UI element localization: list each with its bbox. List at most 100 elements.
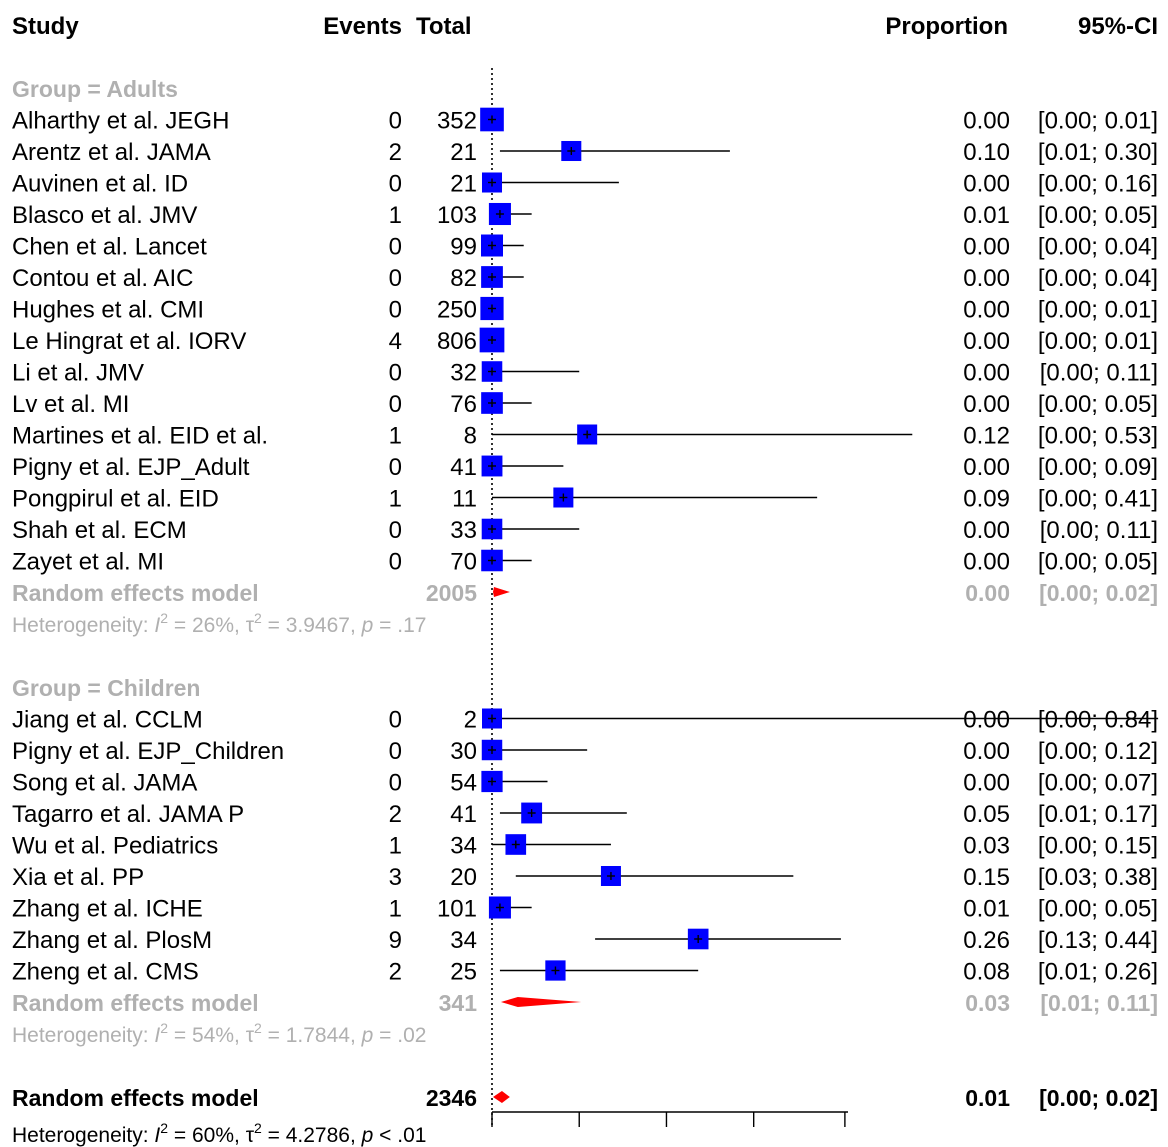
study-events: 0 [389, 770, 402, 797]
study-name: Lv et al. MI [12, 391, 129, 418]
study-name: Hughes et al. CMI [12, 297, 204, 324]
heterogeneity-text: Heterogeneity: I2 = 26%, τ2 = 3.9467, p … [12, 610, 426, 637]
group-label: Group = Adults [12, 76, 178, 102]
study-name: Le Hingrat et al. IORV [12, 328, 246, 355]
subgroup-summary-label: Random effects model [12, 580, 259, 606]
study-proportion: 0.00 [963, 517, 1010, 544]
subgroup-summary-label: Random effects model [12, 990, 259, 1016]
study-proportion: 0.00 [963, 328, 1010, 355]
study-proportion: 0.05 [963, 801, 1010, 828]
study-ci: [0.00; 0.11] [1040, 517, 1158, 544]
study-events: 0 [389, 738, 402, 765]
study-name: Zheng et al. CMS [12, 959, 199, 986]
study-total: 11 [452, 486, 477, 513]
study-total: 21 [450, 139, 477, 166]
study-name: Jiang et al. CCLM [12, 707, 203, 734]
study-ci: [0.00; 0.05] [1038, 549, 1158, 576]
study-proportion: 0.01 [963, 896, 1010, 923]
overall-summary-total: 2346 [426, 1085, 477, 1111]
heterogeneity-tau-value: = 1.7844, [262, 1024, 362, 1047]
study-events: 0 [389, 108, 402, 135]
study-events: 0 [389, 707, 402, 734]
study-events: 2 [389, 801, 402, 828]
study-ci: [0.01; 0.30] [1038, 139, 1158, 166]
study-ci: [0.00; 0.05] [1038, 391, 1158, 418]
study-ci: [0.03; 0.38] [1038, 864, 1158, 891]
study-events: 0 [389, 360, 402, 387]
heterogeneity-tau-value: = 3.9467, [262, 614, 362, 637]
events-column-header: Events [323, 13, 402, 40]
study-proportion: 0.00 [963, 265, 1010, 292]
study-name: Pigny et al. EJP_Adult [12, 454, 250, 481]
study-proportion: 0.26 [963, 927, 1010, 954]
study-events: 4 [389, 328, 402, 355]
study-ci: [0.00; 0.12] [1038, 738, 1158, 765]
ci-column-header: 95%-CI [1078, 13, 1158, 40]
study-proportion: 0.12 [963, 423, 1010, 450]
study-total: 34 [450, 927, 477, 954]
study-proportion: 0.00 [963, 549, 1010, 576]
heterogeneity-prefix: Heterogeneity: [12, 1124, 154, 1147]
study-total: 30 [450, 738, 477, 765]
study-events: 0 [389, 171, 402, 198]
study-total: 82 [450, 265, 477, 292]
study-proportion: 0.00 [963, 770, 1010, 797]
heterogeneity-i2-value: = 54%, [168, 1024, 246, 1047]
study-ci: [0.00; 0.01] [1038, 328, 1158, 355]
study-ci: [0.00; 0.53] [1038, 423, 1158, 450]
study-name: Martines et al. EID et al. [12, 423, 268, 450]
study-name: Song et al. JAMA [12, 770, 197, 797]
study-events: 0 [389, 517, 402, 544]
study-proportion: 0.10 [963, 139, 1010, 166]
overall-summary-proportion: 0.01 [965, 1085, 1010, 1111]
subgroup-summary-proportion: 0.03 [965, 990, 1010, 1016]
heterogeneity-p: p [361, 614, 374, 637]
study-ci: [0.01; 0.26] [1038, 959, 1158, 986]
heterogeneity-text: Heterogeneity: I2 = 54%, τ2 = 1.7844, p … [12, 1020, 426, 1047]
study-events: 0 [389, 454, 402, 481]
study-total: 103 [437, 202, 477, 229]
study-ci: [0.00; 0.09] [1038, 454, 1158, 481]
study-proportion: 0.00 [963, 171, 1010, 198]
study-events: 2 [389, 139, 402, 166]
study-events: 1 [389, 486, 402, 513]
study-ci: [0.00; 0.05] [1038, 202, 1158, 229]
study-proportion: 0.00 [963, 234, 1010, 261]
study-events: 2 [389, 959, 402, 986]
study-proportion: 0.00 [963, 454, 1010, 481]
proportion-column-header: Proportion [885, 13, 1008, 40]
heterogeneity-i2-value: = 26%, [168, 614, 246, 637]
study-name: Zhang et al. PlosM [12, 927, 212, 954]
study-events: 3 [389, 864, 402, 891]
study-events: 9 [389, 927, 402, 954]
study-total: 54 [450, 770, 477, 797]
study-events: 0 [389, 297, 402, 324]
heterogeneity-p: p [361, 1024, 374, 1047]
study-events: 1 [389, 202, 402, 229]
study-ci: [0.00; 0.84] [1038, 707, 1158, 734]
study-name: Zayet et al. MI [12, 549, 164, 576]
study-ci: [0.00; 0.07] [1038, 770, 1158, 797]
heterogeneity-tau: τ [246, 1124, 255, 1147]
superscript-two: 2 [160, 1020, 168, 1036]
heterogeneity-i2: I [154, 614, 160, 637]
study-proportion: 0.00 [963, 360, 1010, 387]
study-ci: [0.13; 0.44] [1038, 927, 1158, 954]
heterogeneity-text: Heterogeneity: I2 = 60%, τ2 = 4.2786, p … [12, 1120, 426, 1147]
study-name: Alharthy et al. JEGH [12, 108, 229, 135]
heterogeneity-prefix: Heterogeneity: [12, 1024, 154, 1047]
subgroup-summary-diamond [500, 997, 582, 1007]
study-ci: [0.00; 0.01] [1038, 297, 1158, 324]
subgroup-summary-proportion: 0.00 [965, 580, 1010, 606]
superscript-two: 2 [160, 1120, 168, 1136]
heterogeneity-i2: I [154, 1024, 160, 1047]
study-events: 1 [389, 833, 402, 860]
study-proportion: 0.00 [963, 707, 1010, 734]
heterogeneity-tau: τ [246, 1024, 255, 1047]
total-column-header: Total [416, 13, 472, 40]
subgroup-summary-total: 2005 [426, 580, 477, 606]
study-total: 101 [437, 896, 477, 923]
superscript-two: 2 [254, 1120, 262, 1136]
study-name: Contou et al. AIC [12, 265, 193, 292]
